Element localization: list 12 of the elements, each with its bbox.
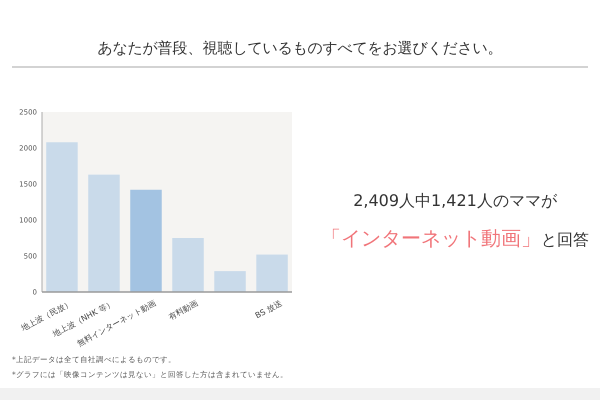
bar xyxy=(214,271,246,292)
text: と回答 xyxy=(541,230,589,249)
x-tick-label: BS 放送 xyxy=(254,298,284,320)
bar xyxy=(172,238,204,292)
bar xyxy=(130,190,162,292)
chart-title: あなたが普段、視聴しているものすべてをお選びください。 xyxy=(98,39,502,57)
bar xyxy=(46,142,78,292)
bar xyxy=(88,174,120,292)
x-tick-label: 有料動画 xyxy=(166,298,200,322)
bar xyxy=(256,254,288,292)
text: 2,409人中1,421人のママが xyxy=(353,191,558,210)
text: 「インターネット動画」 xyxy=(321,226,541,250)
